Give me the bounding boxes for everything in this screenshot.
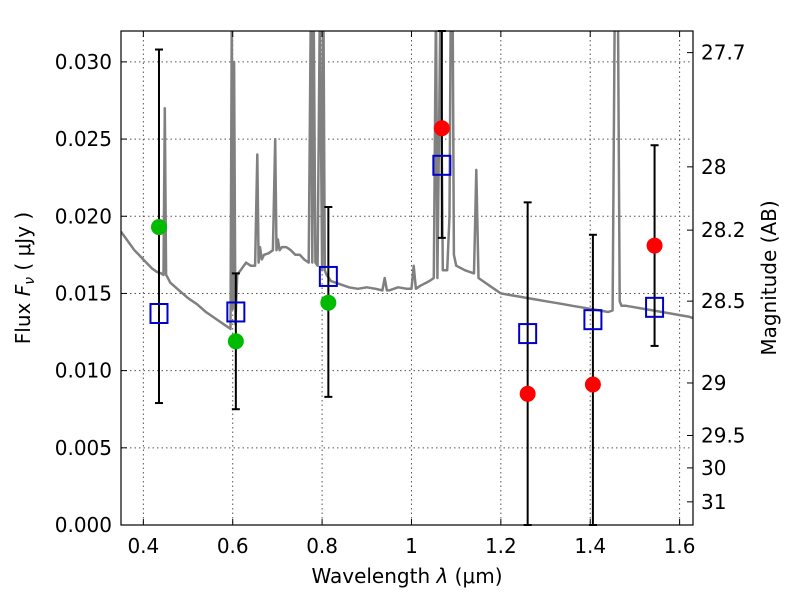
y2-tick-label: 30 [701, 456, 726, 480]
observed-point-square [645, 296, 665, 318]
y-tick-label: 0.000 [55, 513, 112, 537]
observed-point-square [432, 154, 452, 176]
y-axis-title: Flux Fν ( μJy ) [11, 212, 38, 344]
x-tick-label: 1.2 [485, 534, 517, 558]
x-tick-label: 1.4 [574, 534, 606, 558]
x-tick-label: 0.6 [217, 534, 249, 558]
axis-ticks: 0.4 0.6 0.8 1 1.2 1.4 1.6 0.000 0.005 0.010 0.015 0… [55, 31, 746, 558]
x-tick-label: 1 [405, 534, 418, 558]
observed-point-square [226, 301, 246, 323]
x-tick-label: 1.6 [664, 534, 696, 558]
y2-tick-label: 28.5 [701, 289, 746, 313]
model-point-red [433, 120, 450, 137]
data-markers [149, 120, 665, 402]
y-tick-label: 0.025 [55, 127, 112, 151]
y-tick-label: 0.015 [55, 281, 112, 305]
y2-tick-label: 28 [701, 155, 726, 179]
y2-tick-label: 29.5 [701, 423, 746, 447]
y-tick-label: 0.020 [55, 204, 112, 228]
model-spectrum [121, 31, 693, 331]
y2-axis-title: Magnitude (AB) [757, 200, 781, 355]
model-point-red [584, 376, 601, 393]
plot-frame [120, 30, 694, 526]
observed-point-square [149, 303, 169, 325]
y-tick-label: 0.030 [55, 50, 112, 74]
observed-point-square [518, 323, 538, 345]
model-point-green [320, 294, 337, 311]
x-axis-title: Wavelength λ (μm) [311, 564, 502, 588]
y-tick-label: 0.010 [55, 359, 112, 383]
observed-point-square [318, 265, 338, 287]
observed-point-square [583, 309, 603, 331]
model-point-green [150, 219, 167, 236]
model-point-red [519, 385, 536, 402]
plot-background [121, 31, 693, 525]
y2-tick-label: 29 [701, 371, 726, 395]
y2-tick-label: 28.2 [701, 218, 746, 242]
model-spectrum-line [121, 31, 693, 331]
y2-tick-label: 27.7 [701, 41, 746, 65]
model-point-green [227, 333, 244, 350]
x-tick-label: 0.4 [127, 534, 159, 558]
y2-tick-label: 31 [701, 490, 726, 514]
model-point-red [646, 237, 663, 254]
y-tick-label: 0.005 [55, 436, 112, 460]
x-tick-label: 0.8 [306, 534, 338, 558]
